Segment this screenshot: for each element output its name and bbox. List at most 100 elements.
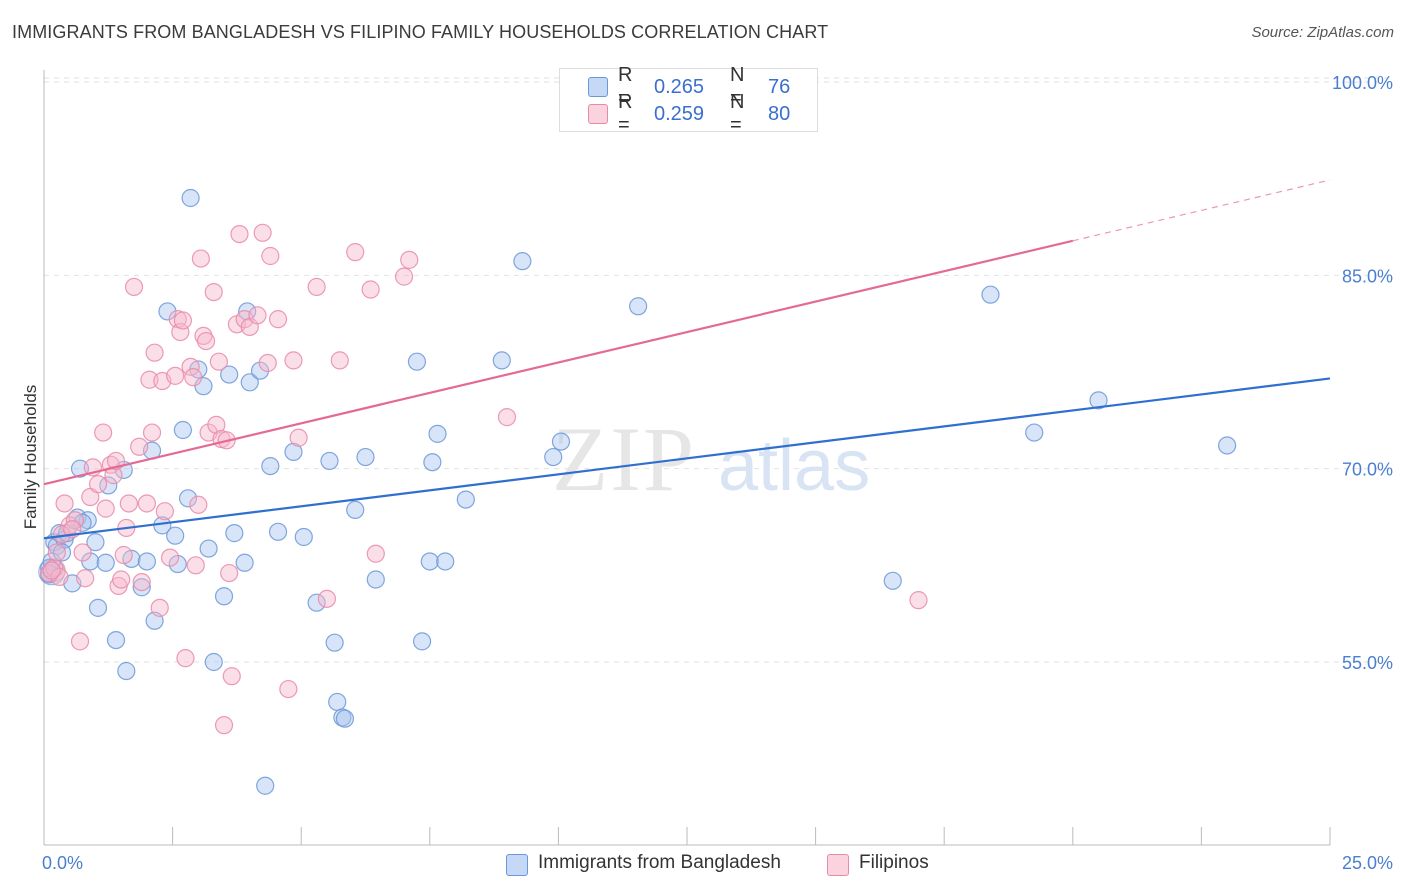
point-bangladesh <box>250 361 270 380</box>
point-bangladesh <box>346 500 365 520</box>
point-bangladesh <box>132 578 151 597</box>
point-filipinos <box>55 494 74 513</box>
bottom-legend-swatch-pink <box>827 854 849 876</box>
watermark-zip: ZIP <box>552 408 696 510</box>
point-bangladesh <box>117 661 136 681</box>
watermark: ZIP atlas <box>552 408 870 510</box>
point-filipinos <box>176 649 195 668</box>
point-filipinos <box>196 331 216 351</box>
bottom-legend-label: Immigrants from Bangladesh <box>538 852 781 873</box>
point-filipinos <box>173 311 192 330</box>
trend-line-dashed <box>1072 179 1331 242</box>
point-bangladesh <box>1218 436 1237 455</box>
point-bangladesh <box>52 543 72 562</box>
point-filipinos <box>166 366 185 385</box>
point-filipinos <box>189 495 208 514</box>
point-filipinos <box>261 246 280 266</box>
point-filipinos <box>94 423 113 442</box>
point-bangladesh <box>436 552 455 571</box>
point-bangladesh <box>166 526 185 545</box>
point-filipinos <box>160 548 180 567</box>
point-bangladesh <box>137 552 156 571</box>
point-bangladesh <box>428 424 447 443</box>
point-bangladesh <box>1089 391 1108 410</box>
point-filipinos <box>207 415 226 434</box>
point-filipinos <box>150 598 169 617</box>
point-filipinos <box>361 280 380 299</box>
point-filipinos <box>96 499 115 518</box>
point-filipinos <box>45 558 64 578</box>
point-filipinos <box>400 250 419 269</box>
y-tick-label: 55.0% <box>1342 653 1393 673</box>
point-filipinos <box>76 569 95 588</box>
legend-n-label: N = <box>730 64 745 109</box>
point-bangladesh <box>325 633 344 652</box>
point-bangladesh <box>240 373 259 392</box>
tick-labels: 55.0% 70.0% 85.0% 100.0% 0.0% 25.0% <box>42 73 1393 873</box>
point-bangladesh <box>68 508 87 527</box>
point-filipinos <box>186 556 205 575</box>
point-bangladesh <box>320 451 339 471</box>
trend-lines <box>43 179 1331 540</box>
legend-r-value: 0.259 <box>654 102 705 125</box>
point-bangladesh <box>1025 423 1044 442</box>
data-points <box>38 188 1237 795</box>
point-filipinos <box>497 408 517 427</box>
point-bangladesh <box>220 365 239 384</box>
point-filipinos <box>307 277 326 297</box>
point-filipinos <box>258 353 277 373</box>
legend-r-label: R = <box>618 91 633 136</box>
point-filipinos <box>42 561 61 580</box>
point-bangladesh <box>513 252 532 271</box>
point-bangladesh <box>181 188 200 208</box>
point-bangladesh <box>328 692 347 712</box>
legend-swatch-pink <box>588 104 608 124</box>
point-bangladesh <box>256 776 275 795</box>
point-bangladesh <box>70 459 90 478</box>
point-filipinos <box>222 667 241 686</box>
point-filipinos <box>132 572 151 592</box>
point-filipinos <box>191 249 210 268</box>
point-filipinos <box>284 351 303 370</box>
point-bangladesh <box>78 511 97 530</box>
point-filipinos <box>209 352 228 371</box>
point-filipinos <box>73 543 92 562</box>
point-bangladesh <box>366 570 385 589</box>
point-bangladesh <box>284 442 303 462</box>
point-bangladesh <box>194 377 213 396</box>
point-filipinos <box>124 277 144 297</box>
point-bangladesh <box>629 297 648 316</box>
y-tick-label: 85.0% <box>1342 266 1393 286</box>
point-bangladesh <box>551 432 571 451</box>
point-filipinos <box>47 543 66 562</box>
point-bangladesh <box>106 630 126 650</box>
y-tick-label: 70.0% <box>1342 460 1393 480</box>
legend: R = 0.265 N = 76 R = 0.259 N = 80 <box>559 64 818 136</box>
point-filipinos <box>114 545 133 565</box>
point-filipinos <box>220 563 239 583</box>
point-filipinos <box>112 570 131 589</box>
point-bangladesh <box>307 593 326 612</box>
point-filipinos <box>230 224 249 244</box>
point-bangladesh <box>412 632 432 651</box>
bottom-legend-swatch-blue <box>506 854 528 876</box>
point-bangladesh <box>88 598 108 617</box>
point-bangladesh <box>96 553 115 572</box>
point-filipinos <box>289 428 308 447</box>
point-filipinos <box>145 343 164 362</box>
legend-n-label: N = <box>730 91 745 136</box>
point-filipinos <box>181 357 200 376</box>
point-filipinos <box>40 563 59 583</box>
point-bangladesh <box>294 527 313 547</box>
point-bangladesh <box>407 352 427 371</box>
point-bangladesh <box>335 709 355 728</box>
point-filipinos <box>346 243 365 262</box>
point-filipinos <box>137 494 156 513</box>
point-bangladesh <box>173 420 192 440</box>
point-bangladesh <box>86 533 105 552</box>
point-filipinos <box>214 716 234 735</box>
legend-r-label: R = <box>618 64 633 109</box>
y-tick-label: 100.0% <box>1332 73 1393 93</box>
point-bangladesh <box>423 453 442 472</box>
